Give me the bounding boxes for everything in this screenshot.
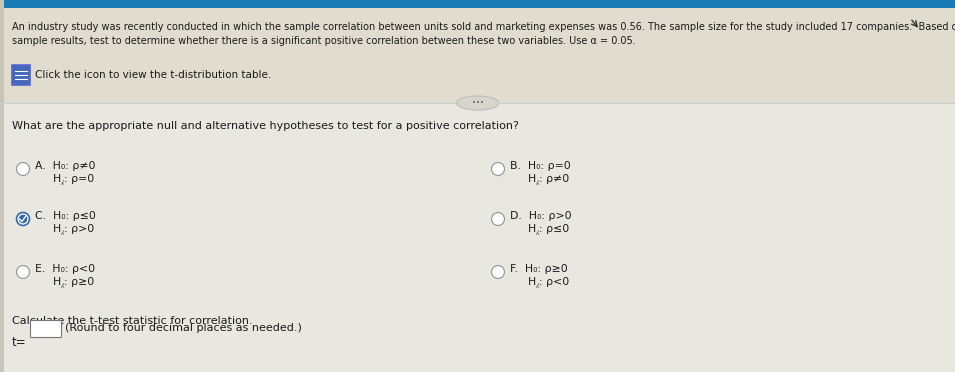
Text: sample results, test to determine whether there is a significant positive correl: sample results, test to determine whethe… xyxy=(12,36,636,46)
Text: D.  H₀: ρ>0: D. H₀: ρ>0 xyxy=(510,211,572,221)
Text: Calculate the t-test statistic for correlation.: Calculate the t-test statistic for corre… xyxy=(12,316,253,326)
Text: H⁁: ρ<0: H⁁: ρ<0 xyxy=(528,277,569,288)
Text: Click the icon to view the t-distribution table.: Click the icon to view the t-distributio… xyxy=(35,70,271,80)
FancyBboxPatch shape xyxy=(0,0,4,372)
Circle shape xyxy=(492,212,504,225)
Text: H⁁: ρ>0: H⁁: ρ>0 xyxy=(53,224,95,235)
Circle shape xyxy=(492,266,504,279)
Text: B.  H₀: ρ=0: B. H₀: ρ=0 xyxy=(510,161,571,171)
Circle shape xyxy=(19,215,27,222)
Circle shape xyxy=(492,163,504,176)
Text: (Round to four decimal places as needed.): (Round to four decimal places as needed.… xyxy=(65,323,302,333)
Text: t=: t= xyxy=(12,336,27,349)
Text: •••: ••• xyxy=(472,100,483,106)
FancyBboxPatch shape xyxy=(30,320,60,337)
Text: H⁁: ρ=0: H⁁: ρ=0 xyxy=(53,174,95,185)
Circle shape xyxy=(16,163,30,176)
Text: An industry study was recently conducted in which the sample correlation between: An industry study was recently conducted… xyxy=(12,22,955,32)
Circle shape xyxy=(16,266,30,279)
FancyBboxPatch shape xyxy=(0,8,955,103)
FancyBboxPatch shape xyxy=(0,0,955,8)
FancyBboxPatch shape xyxy=(12,65,30,85)
Ellipse shape xyxy=(456,96,499,110)
Text: C.  H₀: ρ≤0: C. H₀: ρ≤0 xyxy=(35,211,96,221)
Text: A.  H₀: ρ≠0: A. H₀: ρ≠0 xyxy=(35,161,96,171)
Text: F.  H₀: ρ≥0: F. H₀: ρ≥0 xyxy=(510,264,568,274)
Circle shape xyxy=(16,212,30,225)
Text: H⁁: ρ≥0: H⁁: ρ≥0 xyxy=(53,277,95,288)
FancyBboxPatch shape xyxy=(0,103,955,372)
Text: H⁁: ρ≠0: H⁁: ρ≠0 xyxy=(528,174,569,185)
Text: H⁁: ρ≤0: H⁁: ρ≤0 xyxy=(528,224,569,235)
Text: E.  H₀: ρ<0: E. H₀: ρ<0 xyxy=(35,264,96,274)
Text: What are the appropriate null and alternative hypotheses to test for a positive : What are the appropriate null and altern… xyxy=(12,121,519,131)
